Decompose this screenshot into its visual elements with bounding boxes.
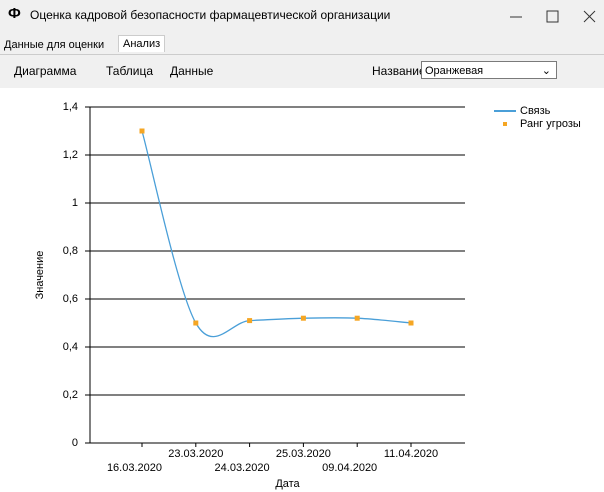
point bbox=[193, 321, 198, 326]
x-tick-label: 09.04.2020 bbox=[322, 462, 377, 474]
y-tick-label: 0,2 bbox=[63, 389, 78, 401]
x-axis-label: Дата bbox=[275, 478, 300, 490]
menu-item[interactable]: Диаграмма bbox=[14, 64, 76, 78]
dropdown-arrow: ⌄ bbox=[542, 62, 551, 80]
app-window: Ф Оценка кадровой безопасности фармацевт… bbox=[0, 0, 604, 492]
tab-line bbox=[0, 54, 604, 55]
y-tick-label: 0,4 bbox=[63, 341, 78, 353]
y-tick-label: 0 bbox=[72, 437, 78, 449]
x-tick-label: 25.03.2020 bbox=[276, 448, 331, 460]
y-tick-label: 0,6 bbox=[63, 293, 78, 305]
y-tick-label: 1 bbox=[72, 197, 78, 209]
chart: 0 0,2 0,4 0,6 0,8 1 1,2 1,4 16.03.2020 23.03.2020… bbox=[0, 88, 604, 492]
legend-marker bbox=[503, 122, 507, 126]
point bbox=[301, 316, 306, 321]
point bbox=[247, 318, 252, 323]
menu-item[interactable]: Данные bbox=[170, 64, 213, 78]
tab-active[interactable]: Анализ bbox=[118, 35, 165, 52]
point bbox=[409, 321, 414, 326]
combobox[interactable]: Оранжевая ⌄ bbox=[421, 61, 557, 79]
y-tick-label: 0,8 bbox=[63, 245, 78, 257]
x-tick-label: 11.04.2020 bbox=[384, 448, 438, 460]
series-line bbox=[142, 131, 411, 337]
combobox-value: Оранжевая bbox=[425, 65, 483, 77]
window-title: Оценка кадровой безопасности фармацевтич… bbox=[30, 8, 390, 22]
y-tick-label: 1,4 bbox=[63, 101, 78, 113]
x-tick-label: 16.03.2020 bbox=[107, 462, 162, 474]
menu-item[interactable]: Таблица bbox=[106, 64, 153, 78]
x-tick-label: 23.03.2020 bbox=[168, 448, 223, 460]
y-tick-label: 1,2 bbox=[63, 149, 78, 161]
point bbox=[140, 129, 145, 134]
tab[interactable]: Данные для оценки bbox=[2, 38, 106, 52]
point bbox=[355, 316, 360, 321]
y-axis-label: Значение bbox=[34, 251, 46, 300]
legend-label: Ранг угрозы bbox=[520, 118, 581, 130]
x-tick-label: 24.03.2020 bbox=[215, 462, 270, 474]
legend-label: Связь bbox=[520, 105, 551, 117]
window-controls[interactable] bbox=[500, 6, 600, 28]
app-icon: Ф bbox=[8, 5, 21, 22]
